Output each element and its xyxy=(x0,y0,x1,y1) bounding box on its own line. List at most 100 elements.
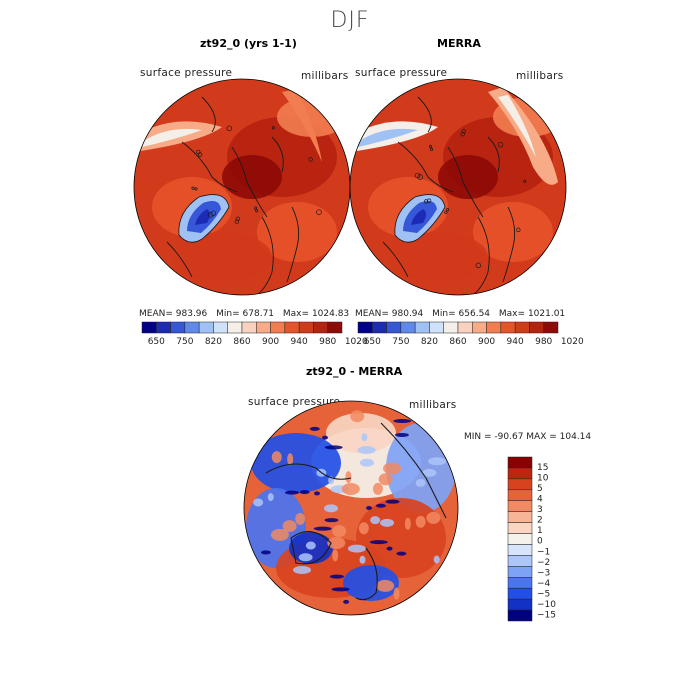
panel-3-noise-patch xyxy=(270,528,289,541)
panel-3-noise-patch xyxy=(345,471,352,484)
panel-2-colorbar-tick-label: 750 xyxy=(392,337,409,347)
panel-3-map-border xyxy=(243,400,459,616)
panel-2-colorbar-tick-label: 980 xyxy=(535,337,552,347)
panel-1-colorbar-tick-label: 1020 xyxy=(345,337,368,347)
panel-2-colorbar-tick-label: 860 xyxy=(449,337,466,347)
panel-2-colorbar-bin xyxy=(443,321,459,334)
panel-1-stats: MEAN= 983.96 Min= 678.71 Max= 1024.83 xyxy=(139,309,349,319)
panel-3-noise-patch xyxy=(293,566,312,575)
panel-2-island xyxy=(516,227,521,232)
panel-2-colorbar-bin xyxy=(543,321,559,334)
panel-3-noise-patch xyxy=(282,520,297,533)
panel-3-colorbar-bin xyxy=(507,566,533,578)
panel-1-island xyxy=(308,157,313,162)
panel-1-tibet-core xyxy=(142,128,202,147)
panel-3-colorbar-tick-label: −4 xyxy=(537,579,551,589)
panel-1-island xyxy=(226,125,233,132)
panel-3-noise-patch xyxy=(376,579,395,592)
panel-1-variable-label: surface pressure xyxy=(140,67,233,79)
panel-2-pressure-region xyxy=(388,232,488,282)
panel-3-colorbar-tick-label: −3 xyxy=(537,568,550,578)
panel-3-noise-patch xyxy=(298,553,313,562)
panel-2-pressure-region xyxy=(438,155,498,199)
panel-2-colorbar-bin xyxy=(457,321,473,334)
panel-1-colorbar-bin xyxy=(313,321,328,334)
panel-1-coastline xyxy=(271,136,284,173)
panel-2-island xyxy=(523,179,527,183)
panel-3-noise-patch xyxy=(383,462,402,475)
panel-1-island xyxy=(196,149,201,155)
panel-2-island xyxy=(428,144,433,148)
panel-2-stats: MEAN= 980.94 Min= 656.54 Max= 1021.01 xyxy=(355,309,565,319)
panel-3-noise-patch xyxy=(332,549,339,562)
panel-2-island xyxy=(497,141,504,148)
panel-3-colorbar-bin xyxy=(507,456,533,469)
panel-3-noise-patch xyxy=(370,516,381,525)
panel-1-colorbar-bin xyxy=(156,321,171,334)
panel-1-colorbar-bin xyxy=(256,321,271,334)
panel-2-island xyxy=(426,198,432,203)
panel-3-noise-patch xyxy=(361,433,368,442)
panel-3-coastline xyxy=(265,463,352,480)
panel-1-polar-map xyxy=(133,78,351,296)
panel-3-colorbar-tick-label: 0 xyxy=(537,537,543,547)
panel-3-noise-patch xyxy=(393,419,412,424)
panel-1-island xyxy=(210,210,216,217)
panel-3-colorbar-tick-label: 2 xyxy=(537,516,543,526)
panel-2-coastline xyxy=(502,206,516,283)
panel-2-max-label: Max= xyxy=(498,309,526,319)
panel-3-noise-patch xyxy=(359,555,366,564)
panel-2-coastline xyxy=(382,241,409,278)
panel-2-coastline xyxy=(397,141,454,193)
panel-1-colorbar-tick-label: 860 xyxy=(233,337,250,347)
panel-2-colorbar-bin xyxy=(386,321,402,334)
panel-2-colorbar-tick-label: 820 xyxy=(421,337,438,347)
panel-3-noise-patch xyxy=(393,587,400,600)
panel-2-coastline xyxy=(417,96,432,133)
panel-2-mean-label: MEAN= xyxy=(355,309,389,319)
panel-3-difference-region xyxy=(326,413,396,453)
panel-3-noise-patch xyxy=(369,540,388,545)
panel-3-difference-region xyxy=(251,433,341,493)
panel-3-noise-patch xyxy=(329,574,344,579)
panel-3-variable-label: surface pressure xyxy=(248,396,341,408)
panel-1-colorbar: 650 750 820 860 900 940 980 1020 xyxy=(141,321,368,347)
panel-1-coastline xyxy=(201,96,216,133)
panel-1-colorbar-tick-label: 940 xyxy=(291,337,308,347)
panel-3-noise-patch xyxy=(359,458,374,467)
panel-3-colorbar-tick-label: 15 xyxy=(537,463,548,473)
panel-1-island xyxy=(235,216,241,221)
panel-1-colorbar-bin xyxy=(227,321,243,334)
panel-2-island xyxy=(430,147,434,151)
panel-2-island xyxy=(446,208,450,212)
panel-3-noise-patch xyxy=(415,478,426,487)
panel-1-rockies-low xyxy=(282,89,322,162)
panel-3-minmax: MIN = -90.67 MAX = 104.14 xyxy=(464,432,592,442)
panel-1-coastline xyxy=(166,241,193,278)
panel-3-noise-patch xyxy=(350,410,365,423)
panel-2-variable-label: surface pressure xyxy=(355,67,448,79)
panel-3-noise-patch xyxy=(324,445,343,450)
panel-2-island xyxy=(423,199,429,204)
panel-3-colorbar-bin xyxy=(507,489,533,501)
panel-1-colorbar-bin xyxy=(213,321,228,334)
panel-1-island xyxy=(194,187,198,191)
panel-2-min-value: 656.54 xyxy=(458,309,491,319)
panel-1-coastline xyxy=(286,206,300,283)
panel-3-colorbar-bin xyxy=(507,500,533,512)
panel-3-noise-patch xyxy=(357,446,376,455)
panel-3-noise-patch xyxy=(347,544,366,553)
panel-1-min-label: Min= xyxy=(216,309,240,319)
panel-3-colorbar-bin xyxy=(507,609,533,622)
panel-2-map-border xyxy=(349,78,567,296)
panel-3-noise-patch xyxy=(327,537,346,550)
panel-3-noise-patch xyxy=(299,490,310,495)
panel-3-colorbar-tick-label: 10 xyxy=(537,474,549,484)
season-title: DJF xyxy=(330,8,370,33)
panel-2-island xyxy=(414,172,421,179)
panel-3-polar-map xyxy=(243,400,459,616)
panel-3-noise-patch xyxy=(332,525,347,538)
panel-1-title: zt92_0 (yrs 1-1) xyxy=(200,37,297,50)
panel-3-colorbar-tick-label: −10 xyxy=(537,600,556,610)
